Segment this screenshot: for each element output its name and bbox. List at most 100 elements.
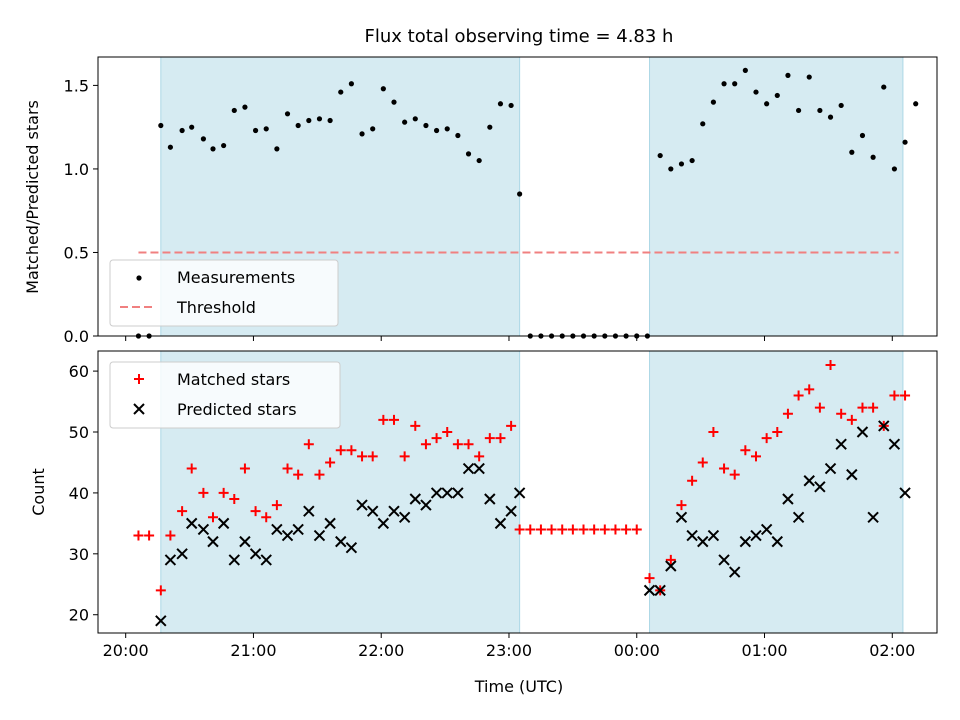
data-point	[824, 462, 837, 475]
observing-interval-2	[649, 350, 904, 634]
ratio-panel-legend: Measurements Threshold	[109, 259, 339, 327]
data-point	[838, 102, 844, 109]
data-point	[356, 499, 368, 511]
data-point	[177, 506, 188, 517]
data-point	[442, 427, 453, 438]
y-tick-label: 60	[69, 362, 89, 381]
data-point	[750, 451, 761, 462]
data-point	[836, 408, 847, 419]
y-tick-label: 0.0	[64, 327, 89, 346]
x-axis-label: Time (UTC)	[474, 677, 563, 696]
data-point	[739, 535, 752, 548]
data-point	[346, 445, 357, 456]
data-point	[728, 566, 741, 578]
data-point	[335, 535, 347, 548]
data-point	[431, 433, 442, 444]
data-point	[525, 524, 536, 535]
data-point	[589, 524, 600, 535]
x-tick-label: 21:00	[230, 641, 276, 660]
data-point	[621, 524, 632, 535]
data-point	[176, 548, 188, 560]
x-tick-label: 23:00	[486, 641, 532, 660]
ratio-panel: 0.0 0.5 1.0 1.5 Matched/Predicted stars Mea…	[23, 56, 938, 346]
data-point	[793, 390, 804, 401]
data-point	[313, 529, 326, 542]
data-point	[239, 535, 251, 548]
y-tick-label: 1.5	[64, 76, 89, 95]
data-point	[197, 523, 210, 536]
data-point	[487, 124, 493, 130]
data-point	[700, 121, 706, 127]
data-point	[420, 439, 431, 450]
data-point	[155, 585, 166, 596]
data-point	[455, 132, 461, 139]
data-point	[891, 166, 898, 172]
data-point	[252, 127, 259, 134]
data-point	[263, 126, 269, 132]
data-point	[357, 451, 368, 462]
x-tick-label: 00:00	[614, 641, 660, 660]
legend-label: Predicted stars	[177, 400, 297, 419]
legend-marker-measurements	[136, 275, 142, 281]
data-point	[772, 427, 783, 438]
data-point	[345, 542, 358, 554]
data-point	[878, 420, 890, 432]
data-point	[557, 524, 568, 535]
y-tick-label: 50	[69, 423, 89, 442]
data-point	[217, 517, 230, 530]
data-point	[261, 512, 272, 523]
data-point	[846, 468, 858, 481]
data-point	[476, 157, 482, 164]
chart-title: Flux total observing time = 4.83 h	[365, 26, 674, 47]
data-point	[665, 554, 676, 565]
data-point	[200, 136, 207, 142]
data-point	[900, 390, 911, 401]
ratio-panel-ylabel: Matched/Predicted stars	[23, 100, 42, 294]
data-point	[452, 487, 464, 499]
data-point	[686, 529, 698, 542]
data-point	[210, 146, 216, 152]
data-point	[814, 481, 826, 493]
data-point	[803, 475, 815, 487]
data-point	[186, 463, 197, 474]
data-point	[388, 505, 400, 517]
data-point	[229, 494, 240, 505]
data-point	[367, 451, 378, 462]
data-point	[402, 119, 408, 125]
data-point	[366, 505, 379, 517]
series-predicted-stars	[155, 420, 911, 627]
data-point	[399, 451, 410, 462]
data-point	[338, 89, 344, 95]
data-point	[750, 529, 762, 542]
data-point	[825, 360, 836, 371]
data-point	[508, 102, 514, 109]
data-point	[327, 117, 333, 124]
data-point	[271, 523, 283, 536]
data-point	[643, 584, 656, 597]
data-point	[452, 439, 463, 450]
y-tick-label: 20	[69, 606, 89, 625]
data-point	[740, 445, 751, 456]
data-point	[144, 530, 155, 541]
data-point	[505, 505, 517, 517]
data-point	[868, 402, 879, 413]
y-tick-label: 30	[69, 545, 89, 564]
data-point	[473, 462, 485, 475]
data-point	[495, 433, 506, 444]
data-point	[295, 122, 301, 129]
data-point	[293, 469, 304, 480]
data-point	[359, 131, 365, 137]
data-point	[846, 414, 857, 425]
data-point	[412, 116, 418, 122]
data-point	[494, 517, 507, 530]
data-point	[465, 151, 472, 157]
data-point	[654, 584, 666, 597]
data-point	[420, 499, 432, 511]
data-point	[782, 493, 794, 505]
data-point	[578, 524, 589, 535]
data-point	[889, 390, 900, 401]
data-point	[870, 154, 876, 160]
data-point	[250, 506, 261, 517]
data-point	[567, 524, 578, 535]
